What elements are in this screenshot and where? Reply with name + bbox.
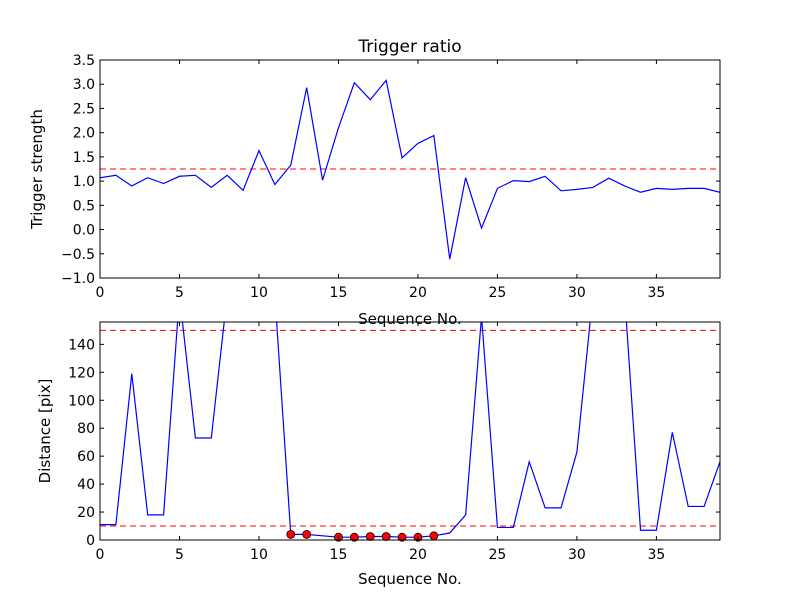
x-tick-label: 0	[96, 547, 105, 563]
threshold-lines	[100, 329, 720, 527]
y-tick-label: −1.0	[61, 271, 95, 287]
x-ticks: 0 5 10 15 20 25 30 35	[96, 60, 665, 301]
x-axis-label: Sequence No.	[358, 310, 462, 328]
series-group	[100, 322, 720, 538]
data-point	[429, 531, 439, 541]
x-ticks: 0 5 10 15 20 25 30 35	[96, 322, 665, 563]
x-tick-label: 25	[489, 547, 507, 563]
x-tick-label: 35	[647, 547, 665, 563]
x-tick-label: 10	[250, 547, 268, 563]
y-tick-label: 60	[77, 449, 95, 465]
y-tick-label: 1.0	[73, 174, 95, 190]
y-tick-label: 0.0	[73, 223, 95, 239]
y-tick-label: 0.5	[73, 198, 95, 214]
y-ticks: 0 20 40 60 80 100 120 140	[68, 337, 720, 549]
data-point	[286, 530, 296, 539]
x-tick-label: 0	[96, 285, 105, 301]
x-tick-label: 20	[409, 547, 427, 563]
y-tick-label: 100	[68, 393, 95, 409]
x-tick-label: 35	[647, 285, 665, 301]
distance-subplot: 0 5 10 15 20 25 30 35 0 20 40 60 80 100 120 140 Sequen…	[36, 321, 721, 588]
series-line	[100, 78, 720, 260]
series-line	[100, 322, 720, 538]
y-axis-label: Trigger strength	[28, 109, 46, 230]
data-point	[302, 530, 312, 539]
x-tick-label: 25	[489, 285, 507, 301]
y-tick-label: 80	[77, 421, 95, 437]
y-tick-label: 3.5	[73, 53, 95, 69]
x-tick-label: 20	[409, 285, 427, 301]
x-tick-label: 15	[330, 285, 348, 301]
y-tick-label: 2.5	[73, 101, 95, 117]
data-point	[349, 532, 359, 542]
plot-frame	[99, 321, 721, 541]
x-tick-label: 5	[175, 285, 184, 301]
x-tick-label: 15	[330, 547, 348, 563]
data-point	[381, 532, 391, 541]
data-point	[397, 532, 407, 542]
y-tick-label: 2.0	[73, 126, 95, 142]
y-tick-label: 120	[68, 365, 95, 381]
trigger-ratio-subplot: Trigger ratio 0 5 10 15 20 25 30 35 −1.0 −0.5 0.0…	[28, 37, 721, 328]
x-tick-label: 30	[568, 547, 586, 563]
data-point	[365, 532, 375, 541]
y-tick-label: 140	[68, 337, 95, 353]
y-ticks: −1.0 −0.5 0.0 0.5 1.0 1.5 2.0 2.5 3.0 3.5	[61, 53, 720, 287]
y-tick-label: 20	[77, 505, 95, 521]
chart-title: Trigger ratio	[357, 37, 461, 57]
y-tick-label: 3.0	[73, 77, 95, 93]
x-tick-label: 5	[175, 547, 184, 563]
y-tick-label: 40	[77, 477, 95, 493]
y-tick-label: 1.5	[73, 150, 95, 166]
y-tick-label: 0	[86, 533, 95, 549]
y-tick-label: −0.5	[61, 247, 95, 263]
y-axis-label: Distance [pix]	[36, 379, 54, 484]
x-tick-label: 30	[568, 285, 586, 301]
x-tick-label: 10	[250, 285, 268, 301]
x-axis-label: Sequence No.	[358, 570, 462, 588]
marker-group	[286, 530, 439, 542]
series-group	[100, 78, 720, 260]
plot-frame	[99, 59, 721, 279]
